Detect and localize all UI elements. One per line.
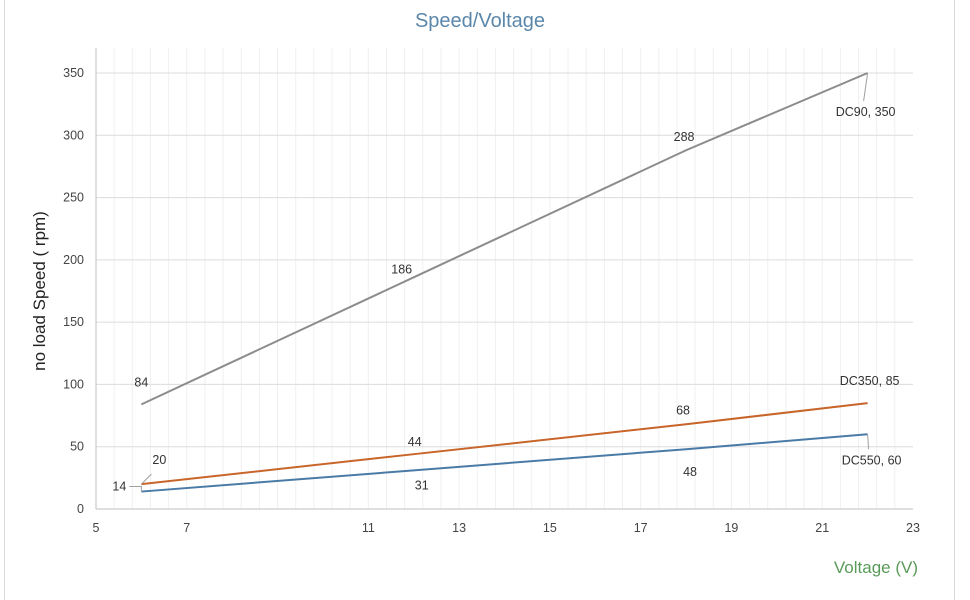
series-line-dc350: [141, 402, 868, 486]
data-label: 44: [408, 435, 422, 449]
x-tick-label: 17: [634, 521, 648, 535]
data-label: 68: [676, 403, 690, 417]
y-tick-label: 200: [63, 253, 84, 267]
data-label: 84: [134, 375, 148, 389]
x-tick-label: 13: [452, 521, 466, 535]
x-tick-label: 5: [93, 521, 100, 535]
y-tick-label: 300: [63, 128, 84, 142]
x-tick-label: 19: [724, 521, 738, 535]
leader-line: [863, 72, 869, 102]
data-label: 31: [415, 478, 429, 492]
x-axis-label: Voltage (V): [833, 558, 918, 577]
y-tick-label: 250: [63, 191, 84, 205]
data-label: 186: [391, 262, 412, 276]
leader-line: [141, 473, 152, 485]
series-line-dc90: [140, 72, 869, 406]
x-tick-label: 15: [543, 521, 557, 535]
y-tick-label: 0: [77, 502, 84, 516]
data-label: 20: [152, 453, 166, 467]
data-label: 14: [112, 480, 126, 494]
leader-line: [129, 486, 142, 492]
y-tick-label: 350: [63, 66, 84, 80]
data-label: DC550, 60: [842, 453, 902, 467]
y-tick-label: 150: [63, 315, 84, 329]
chart-title: Speed/Voltage: [414, 10, 546, 32]
series-line-dc550: [141, 433, 868, 493]
data-label: 288: [674, 130, 695, 144]
chart-frame: [4, 0, 955, 600]
y-tick-label: 50: [70, 440, 84, 454]
x-tick-label: 21: [815, 521, 829, 535]
x-tick-label: 7: [183, 521, 190, 535]
leader-line: [867, 434, 870, 450]
x-tick-label: 23: [906, 521, 920, 535]
x-tick-label: 11: [362, 521, 375, 535]
data-label: DC90, 350: [836, 105, 896, 119]
data-label: DC350, 85: [840, 374, 900, 388]
y-tick-label: 100: [63, 377, 84, 391]
data-label: 48: [683, 465, 697, 479]
